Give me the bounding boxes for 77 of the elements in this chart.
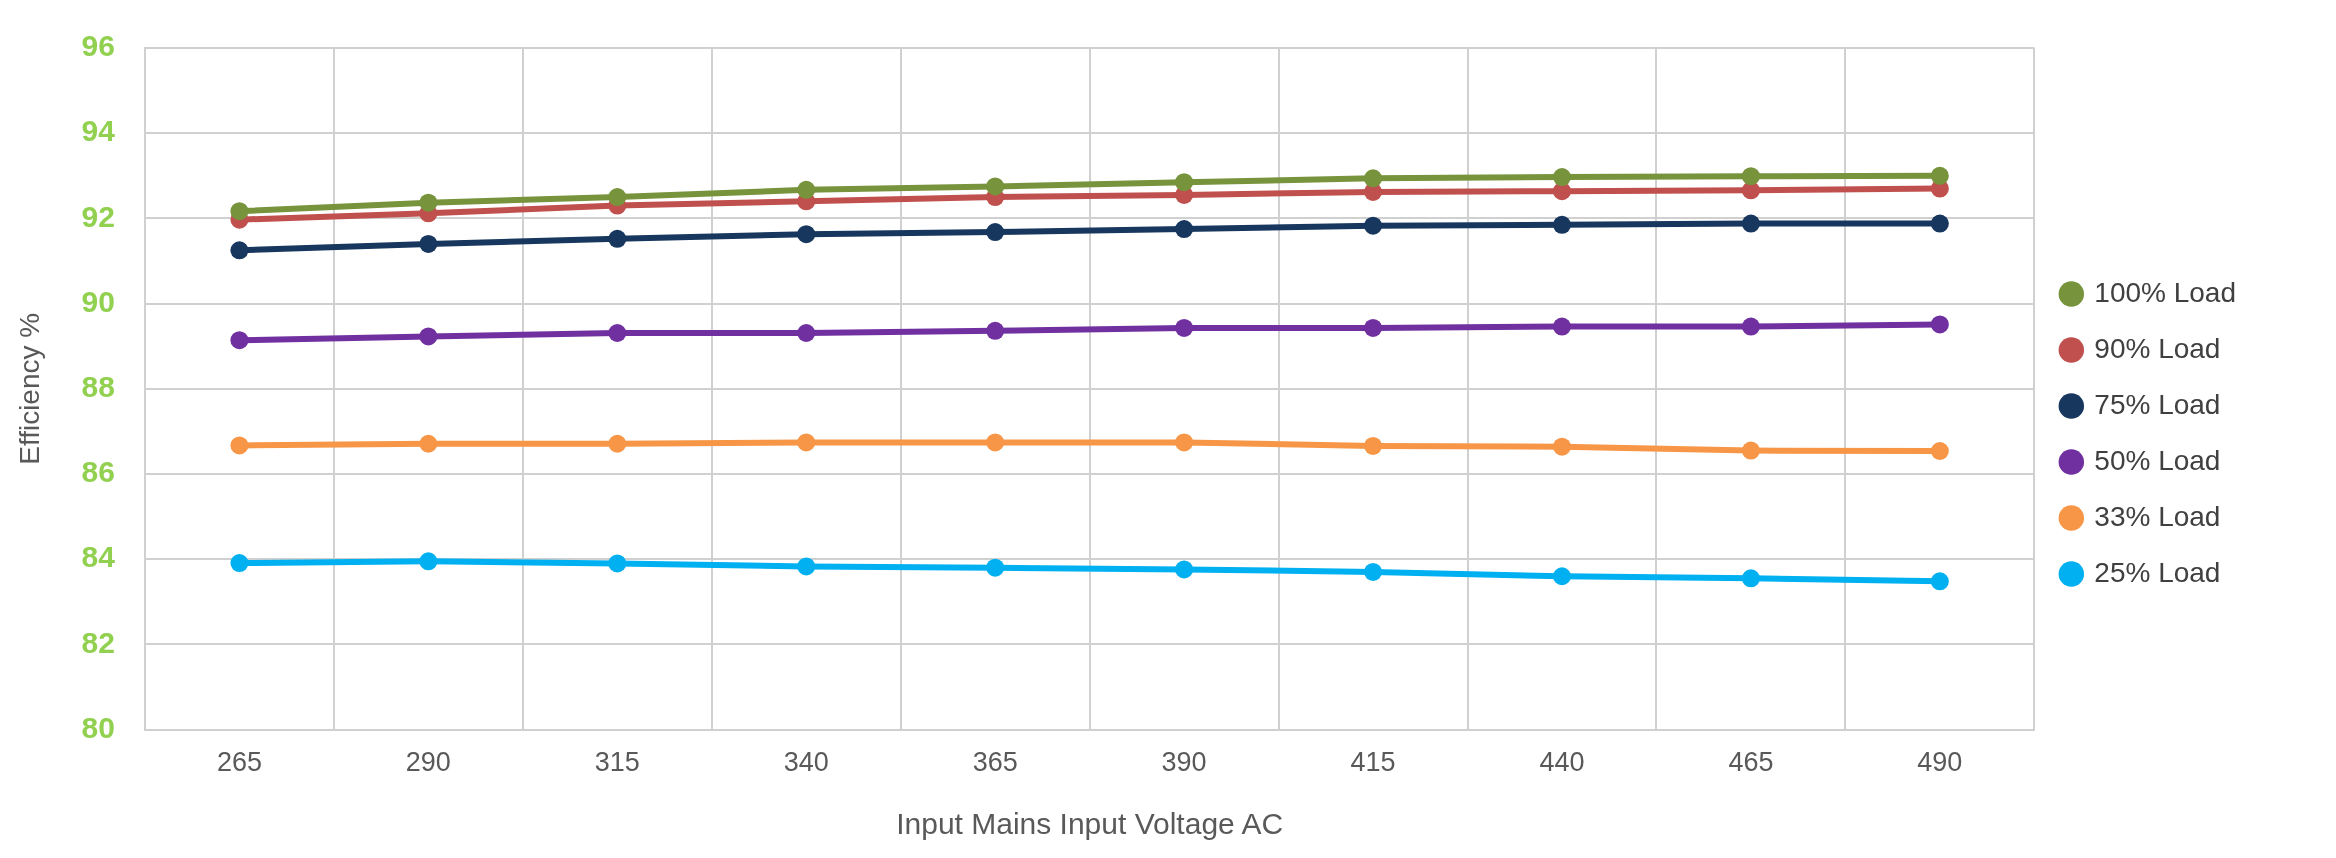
- legend-label: 33% Load: [2094, 500, 2221, 532]
- point: [1364, 216, 1383, 235]
- point: [1175, 173, 1194, 192]
- y-tick-label: 84: [81, 540, 116, 574]
- point: [1552, 317, 1571, 336]
- point: [230, 241, 249, 260]
- y-tick-label: 92: [81, 199, 115, 233]
- y-axis-title: Efficiency %: [13, 312, 45, 465]
- point: [986, 223, 1005, 242]
- x-tick-label: 465: [1728, 747, 1774, 778]
- point: [1741, 569, 1760, 588]
- point: [419, 234, 438, 253]
- point: [986, 321, 1005, 340]
- point: [608, 323, 627, 342]
- point: [1930, 166, 1949, 185]
- point: [1175, 560, 1194, 579]
- x-tick-label: 490: [1917, 747, 1963, 778]
- x-tick-label: 440: [1539, 747, 1585, 778]
- x-axis-title: Input Mains Input Voltage AC: [896, 807, 1284, 841]
- point: [419, 434, 438, 453]
- point: [1175, 433, 1194, 452]
- x-tick-label: 415: [1350, 747, 1396, 778]
- point: [608, 188, 627, 207]
- legend-label: 25% Load: [2094, 556, 2221, 588]
- point: [1930, 315, 1949, 334]
- point: [608, 554, 627, 573]
- point: [797, 225, 816, 244]
- y-tick-label: 96: [81, 29, 115, 63]
- point: [230, 202, 249, 221]
- point: [1552, 215, 1571, 234]
- point: [1552, 567, 1571, 586]
- point: [1175, 220, 1194, 239]
- y-tick-label: 94: [81, 114, 116, 148]
- y-tick-label: 90: [81, 284, 115, 318]
- point: [1741, 317, 1760, 336]
- y-tick-label: 86: [81, 455, 115, 489]
- point: [1741, 167, 1760, 186]
- point: [1552, 437, 1571, 456]
- point: [1930, 572, 1949, 591]
- point: [608, 434, 627, 453]
- legend-label: 90% Load: [2094, 332, 2221, 364]
- y-tick-label: 80: [81, 710, 115, 744]
- point: [1175, 318, 1194, 337]
- point: [419, 327, 438, 346]
- x-tick-label: 340: [783, 747, 829, 778]
- x-tick-label: 365: [972, 747, 1018, 778]
- legend-label: 75% Load: [2094, 388, 2221, 420]
- x-tick-label: 290: [405, 747, 451, 778]
- legend-label: 50% Load: [2094, 444, 2221, 476]
- point: [1930, 442, 1949, 460]
- point: [419, 193, 438, 212]
- point: [797, 433, 816, 452]
- legend-label: 100% Load: [2094, 276, 2237, 308]
- point: [797, 323, 816, 342]
- point: [797, 180, 816, 199]
- point: [986, 433, 1005, 452]
- point: [797, 557, 816, 576]
- x-tick-label: 265: [216, 747, 262, 778]
- point: [1364, 562, 1383, 581]
- point: [419, 552, 438, 571]
- point: [1364, 436, 1383, 455]
- y-tick-label: 82: [81, 625, 115, 659]
- point: [230, 554, 249, 573]
- point: [608, 229, 627, 248]
- point: [986, 558, 1005, 577]
- point: [1741, 441, 1760, 460]
- point: [986, 177, 1005, 196]
- point: [1364, 318, 1383, 337]
- point: [1364, 169, 1383, 188]
- point: [1930, 214, 1949, 233]
- x-tick-label: 390: [1161, 747, 1207, 778]
- point: [230, 436, 249, 455]
- point: [1552, 168, 1571, 187]
- point: [230, 331, 249, 350]
- point: [1741, 214, 1760, 233]
- x-tick-label: 315: [594, 747, 640, 778]
- y-tick-label: 88: [81, 370, 115, 404]
